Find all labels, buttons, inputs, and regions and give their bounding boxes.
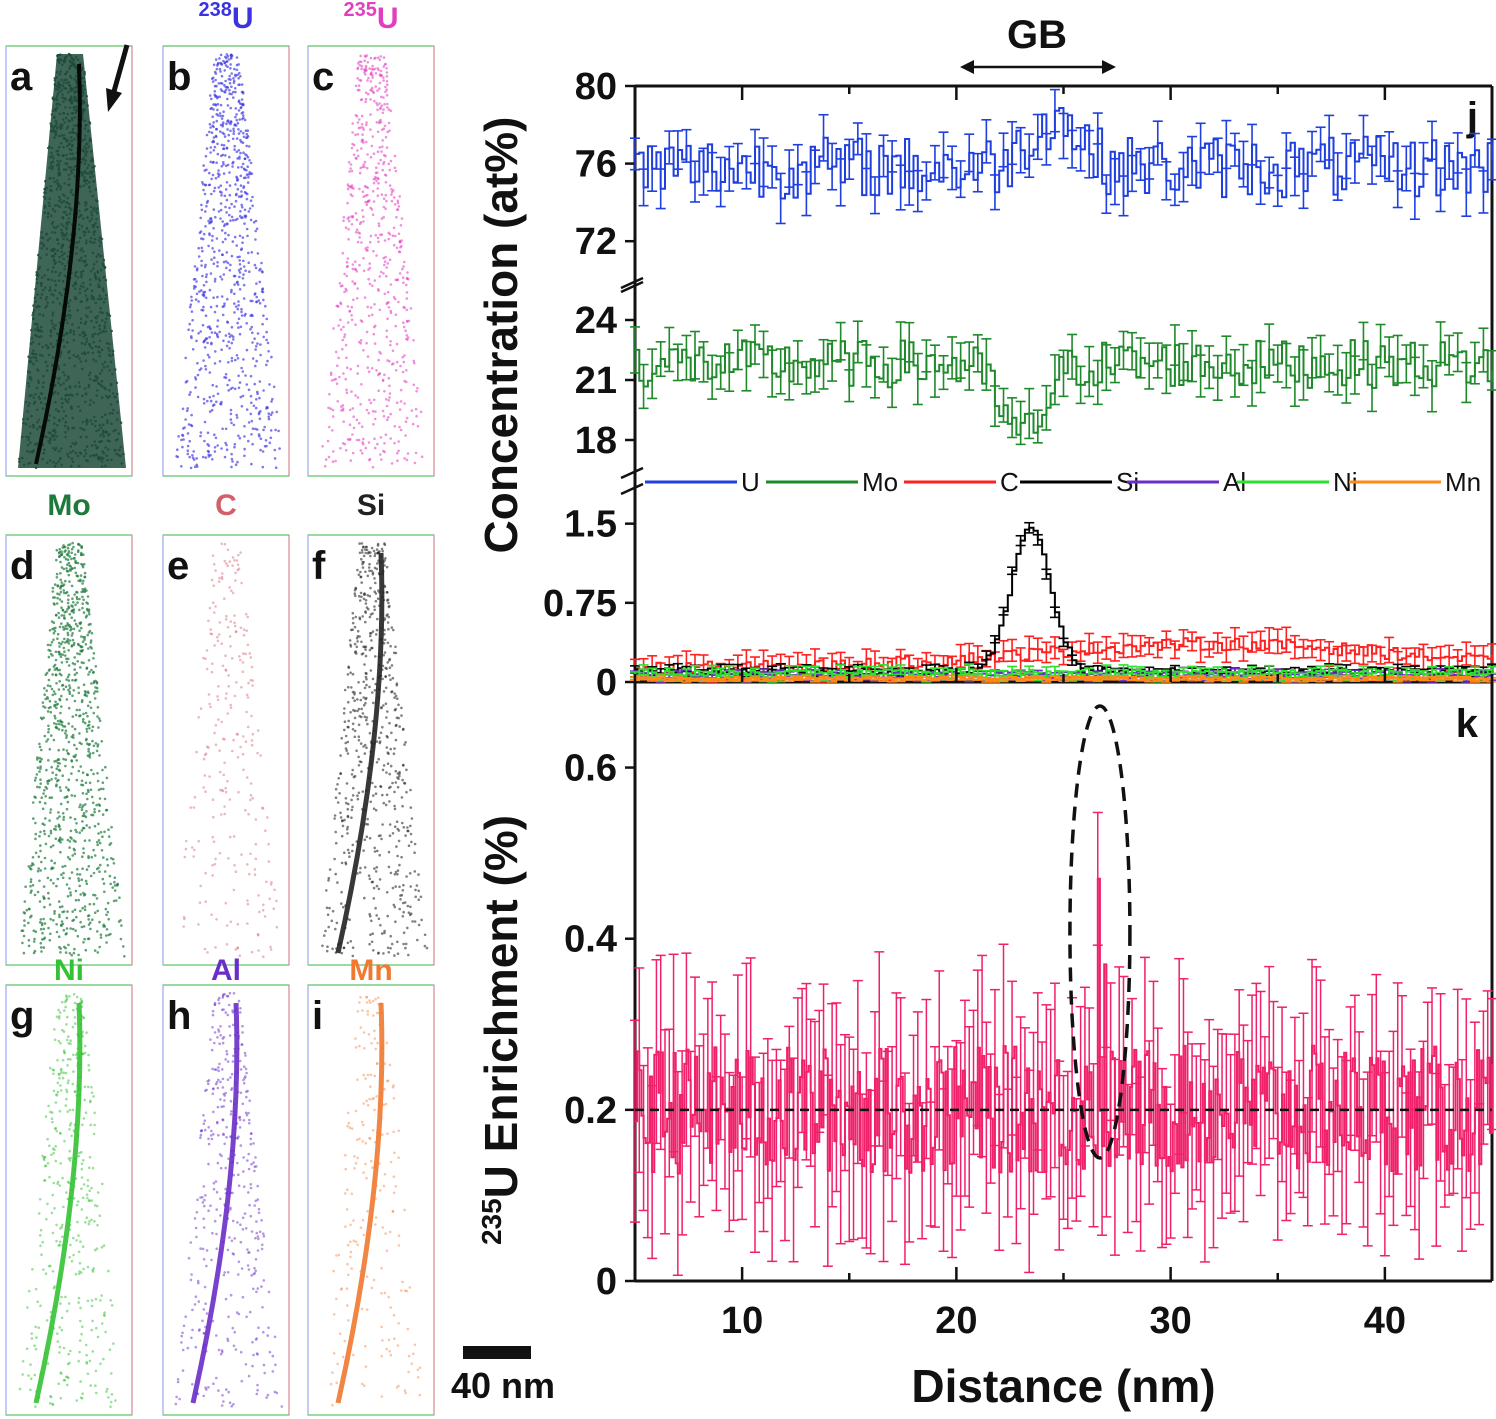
x-tick-label: 30 [1149, 1300, 1191, 1342]
panel-letter: c [312, 55, 334, 99]
panel-letter: a [10, 55, 33, 99]
legend-item-Si: Si [1020, 467, 1139, 497]
y-tick-label: 0.2 [564, 1090, 617, 1132]
scale-bar-label: 40 nm [451, 1365, 555, 1406]
panel-d: d Mo [5, 489, 133, 966]
y-tick-label: 72 [575, 221, 617, 263]
legend-item-C: C [904, 467, 1019, 497]
y-tick-label: 0 [596, 1261, 617, 1303]
legend-item-Ni: Ni [1237, 467, 1358, 497]
y-axis-title-j: Concentration (at%) [475, 117, 527, 554]
legend-item-U: U [645, 467, 760, 497]
series-enrichment [630, 811, 1496, 1277]
legend-label: Mn [1445, 467, 1481, 497]
legend-item-Al: Al [1127, 467, 1246, 497]
element-label: Al [211, 954, 241, 987]
y-tick-label: 0.4 [564, 919, 617, 961]
panel-letter-j: j [1466, 95, 1478, 139]
panel-g: g Ni [5, 954, 133, 1416]
element-label: 235U [343, 0, 398, 35]
panel-letter: g [10, 994, 34, 1038]
panel-h: h Al [162, 954, 290, 1416]
legend-item-Mn: Mn [1349, 467, 1481, 497]
y-tick-label: 0.6 [564, 748, 617, 790]
legend-label: Mo [862, 467, 898, 497]
panel-letter: d [10, 544, 34, 588]
y-tick-label: 80 [575, 66, 617, 108]
series-U [630, 88, 1496, 225]
legend-item-Mo: Mo [766, 467, 898, 497]
element-label: Si [357, 489, 385, 522]
series-Mo [630, 320, 1496, 446]
concentration-chart: j 80 76 72 24 21 18 1.5 0.75 0 U Mo C Si Al Ni Mn [543, 66, 1496, 704]
panel-letter: i [312, 994, 323, 1038]
axis-titles: Concentration (at%) 235U Enrichment (%) Di… [475, 117, 1216, 1413]
series-Mn [630, 674, 1496, 683]
panel-f: f Si [307, 489, 435, 966]
highlight-ellipse [1068, 704, 1132, 1160]
element-label: Ni [54, 954, 84, 987]
y-axis-title-k: 235U Enrichment (%) [475, 815, 527, 1245]
x-tick-label: 40 [1364, 1300, 1406, 1342]
x-tick-label: 10 [721, 1300, 763, 1342]
element-label: 238U [198, 0, 253, 35]
x-axis-title: Distance (nm) [911, 1360, 1215, 1412]
legend-label: Al [1223, 467, 1246, 497]
element-label: Mn [349, 954, 392, 987]
panel-a: a [5, 45, 133, 477]
panel-i: i Mn [307, 954, 435, 1416]
scale-bar [463, 1346, 531, 1359]
legend: U Mo C Si Al Ni Mn [645, 467, 1481, 497]
interface-arrow [106, 44, 130, 112]
element-label: Mo [47, 489, 90, 522]
panel-letter: e [167, 544, 189, 588]
enrichment-chart: k 0 0.2 0.4 0.6 10 20 30 40 [564, 86, 1496, 1342]
legend-label: C [1000, 467, 1019, 497]
panel-c: c 235U [307, 0, 435, 477]
y-tick-label: 18 [575, 420, 617, 462]
element-label: C [215, 489, 237, 522]
x-tick-label: 20 [935, 1300, 977, 1342]
gb-label: GB [1007, 13, 1067, 57]
y-tick-label: 0.75 [543, 583, 617, 625]
panel-e: eC [162, 489, 290, 966]
gb-double-arrow [960, 60, 1116, 74]
y-tick-label: 76 [575, 144, 617, 186]
y-tick-label: 1.5 [564, 504, 617, 546]
y-tick-label: 0 [596, 662, 617, 704]
legend-label: U [741, 467, 760, 497]
y-tick-label: 21 [575, 360, 617, 402]
panel-letter: f [312, 544, 326, 588]
panel-letter: b [167, 55, 191, 99]
y-tick-label: 24 [575, 300, 617, 342]
panel-letter-k: k [1456, 702, 1479, 746]
panel-letter: h [167, 994, 191, 1038]
